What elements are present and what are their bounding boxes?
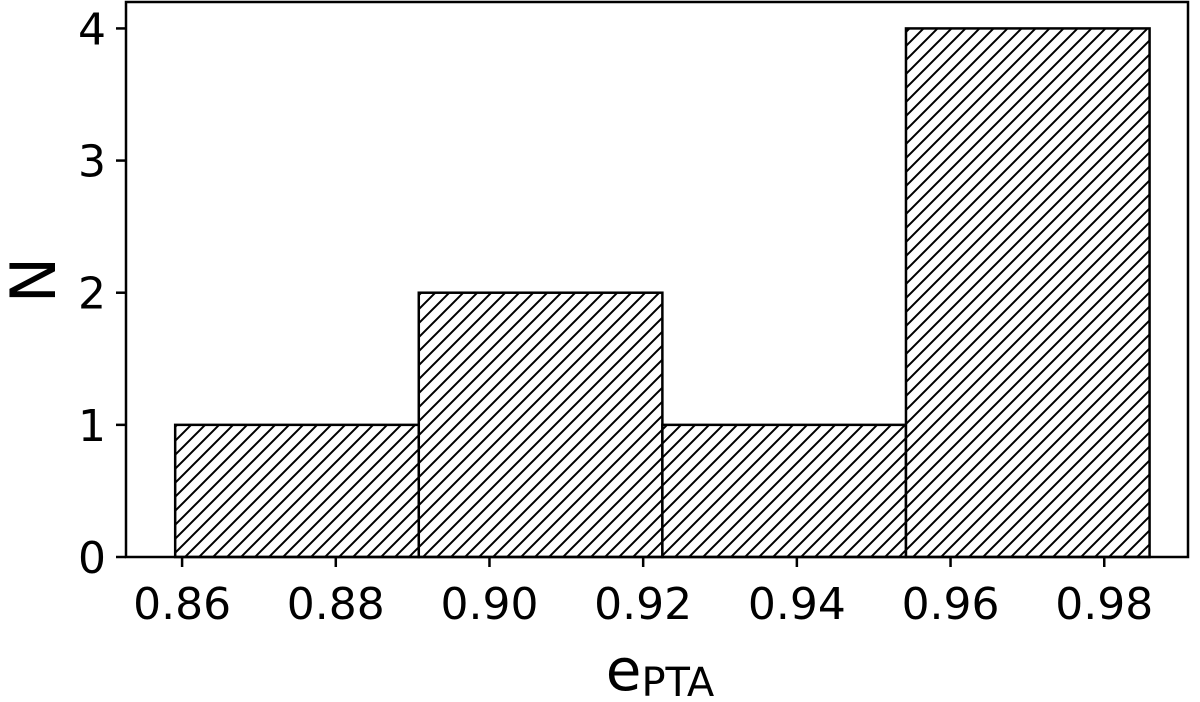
x-tick-label: 0.88 [287,579,385,630]
x-tick-label: 0.86 [133,579,231,630]
x-tick-label: 0.90 [440,579,538,630]
plot-frame [124,0,1190,559]
x-label-main: e [606,636,642,702]
y-axis-label: N [0,257,70,303]
histogram-bar [173,423,421,559]
y-tick-label: 4 [78,4,106,55]
x-tick-label: 0.96 [902,579,1000,630]
x-label-subscript: PTA [641,660,714,702]
y-tick-label: 0 [78,533,106,584]
x-tick-label: 0.94 [748,579,846,630]
histogram-bar [417,291,664,559]
histogram-bar [904,27,1151,559]
x-tick-label: 0.92 [594,579,692,630]
y-tick-label: 2 [78,269,106,320]
x-tick-label: 0.98 [1055,579,1153,630]
x-axis-label: ePTA [606,636,715,702]
y-tick-label: 3 [78,137,106,188]
y-tick-label: 1 [78,401,106,452]
histogram-bar [661,423,908,559]
